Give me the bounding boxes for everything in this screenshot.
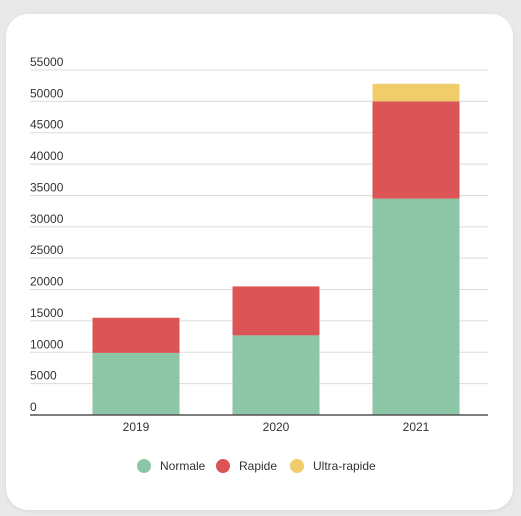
y-tick-label: 50000 xyxy=(30,86,64,100)
y-axis-ticks: 0 5000 10000 15000 20000 25000 30000 35000 40000… xyxy=(30,55,64,414)
y-tick-label: 10000 xyxy=(30,337,64,351)
y-tick-label: 45000 xyxy=(30,118,64,132)
legend-label: Normale xyxy=(160,459,206,473)
y-tick-label: 15000 xyxy=(30,306,64,320)
bar-2020-rapide xyxy=(232,286,320,336)
legend-swatch-normale xyxy=(137,459,151,473)
y-tick-label: 25000 xyxy=(30,243,64,257)
x-tick-label: 2021 xyxy=(403,420,430,434)
y-tick-label: 20000 xyxy=(30,275,64,289)
y-tick-label: 30000 xyxy=(30,212,64,226)
legend-swatch-rapide xyxy=(216,459,230,473)
bars xyxy=(92,83,460,415)
x-tick-label: 2020 xyxy=(263,420,290,434)
bar-2021-normale xyxy=(372,198,460,415)
y-tick-label: 40000 xyxy=(30,149,64,163)
bar-2021-rapide xyxy=(372,101,460,199)
legend-label: Ultra-rapide xyxy=(313,459,376,473)
x-axis-ticks: 2019 2020 2021 xyxy=(123,420,430,434)
y-tick-label: 0 xyxy=(30,400,37,414)
y-tick-label: 35000 xyxy=(30,180,64,194)
bar-2021-ultra-rapide xyxy=(372,83,460,102)
x-tick-label: 2019 xyxy=(123,420,150,434)
bar-2019-normale xyxy=(92,352,180,415)
y-tick-label: 55000 xyxy=(30,55,64,69)
bar-2020-normale xyxy=(232,335,320,415)
legend: Normale Rapide Ultra-rapide xyxy=(137,459,376,473)
legend-swatch-ultra-rapide xyxy=(290,459,304,473)
legend-label: Rapide xyxy=(239,459,277,473)
y-tick-label: 5000 xyxy=(30,369,57,383)
bar-2019-rapide xyxy=(92,317,180,353)
